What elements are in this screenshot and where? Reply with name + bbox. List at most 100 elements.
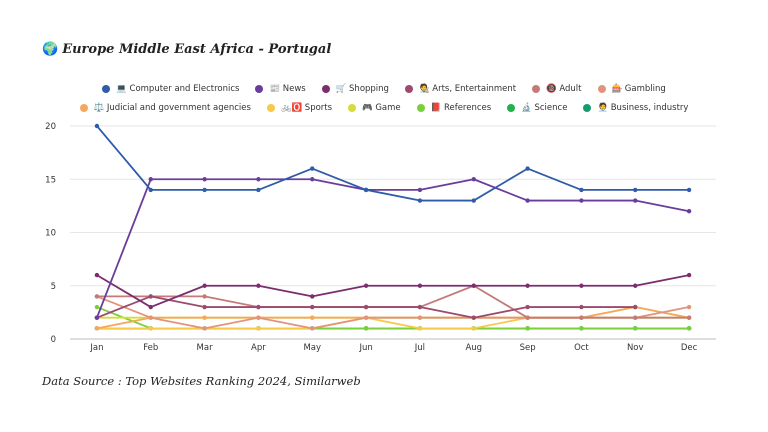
legend-marker (102, 85, 111, 93)
data-point (363, 187, 369, 193)
data-point (633, 304, 638, 310)
legend-label: 🛒 Shopping (335, 84, 389, 94)
data-point (686, 326, 692, 331)
legend-label: 🎰 Gambling (611, 84, 666, 94)
data-point (148, 187, 153, 193)
legend-item[interactable]: 📰 News (255, 84, 306, 94)
data-point (94, 272, 100, 278)
series-line (96, 178, 690, 319)
data-point (256, 326, 261, 331)
data-point (148, 294, 153, 299)
x-tick-label: Jun (358, 343, 372, 353)
legend-label: 🔬 Science (521, 103, 568, 113)
chart-legend: 💻 Computer and Electronics 📰 News 🛒 Shoppi… (40, 84, 728, 113)
data-point (94, 315, 100, 320)
data-point (417, 304, 423, 310)
data-point (94, 123, 100, 129)
data-point (686, 209, 692, 214)
legend-marker (416, 104, 425, 112)
legend-item[interactable]: 🔬 Science (507, 103, 567, 113)
data-point (310, 315, 315, 320)
data-point (148, 177, 153, 182)
legend-marker (597, 85, 606, 93)
x-tick-label: Sep (520, 343, 536, 353)
data-point (363, 304, 369, 310)
legend-marker (507, 104, 516, 112)
x-tick-label: Oct (574, 343, 589, 353)
data-point (525, 304, 530, 310)
legend-item[interactable]: 🎰 Gambling (597, 84, 666, 94)
legend-label: 🔞 Adult (546, 84, 582, 94)
x-tick-label: Jan (89, 343, 103, 353)
data-point (202, 304, 207, 310)
data-point (363, 326, 369, 331)
series-line (96, 274, 690, 308)
y-tick-label: 10 (45, 229, 56, 239)
data-point (256, 177, 261, 182)
legend-marker (255, 85, 264, 93)
data-point (525, 166, 530, 171)
data-point (363, 283, 369, 288)
y-tick-label: 20 (45, 122, 56, 132)
legend-marker (583, 104, 592, 112)
data-point (202, 326, 207, 331)
y-tick-label: 5 (51, 282, 56, 292)
x-tick-label: Mar (197, 343, 214, 353)
data-point (202, 187, 207, 193)
data-point (525, 283, 530, 288)
data-point (686, 187, 692, 193)
data-point (633, 326, 638, 331)
data-point (310, 166, 315, 171)
data-point (471, 283, 476, 288)
data-point (633, 198, 638, 203)
data-point (686, 304, 692, 310)
legend-item[interactable]: 🎮 Game (348, 103, 401, 113)
legend-label: 📕 References (430, 103, 492, 113)
x-tick-label: Apr (251, 343, 266, 353)
data-point (202, 315, 207, 320)
data-point (417, 326, 423, 331)
legend-item[interactable]: 🧑‍🎨 Arts, Entertainment (404, 84, 517, 94)
data-point (471, 326, 476, 331)
legend-item[interactable]: 🧑‍💼 Business, industry (583, 103, 688, 113)
x-tick-label: Dec (681, 343, 698, 353)
series-line (96, 125, 690, 202)
legend-marker (404, 85, 413, 93)
data-source-note: Data Source : Top Websites Ranking 2024,… (42, 374, 361, 388)
globe-icon: 🌍 (42, 42, 59, 57)
data-point (579, 315, 584, 320)
legend-label: 🎮 Game (362, 103, 401, 113)
legend-marker (321, 85, 330, 93)
data-point (256, 304, 261, 310)
legend-marker (348, 104, 357, 112)
legend-item[interactable]: 💻 Computer and Electronics (102, 84, 239, 94)
data-point (471, 315, 476, 320)
legend-label: 💻 Computer and Electronics (116, 84, 240, 94)
data-point (471, 198, 476, 203)
data-point (525, 315, 530, 320)
legend-item[interactable]: ⚖️ Judicial and government agencies (79, 103, 251, 113)
legend-label: ⚖️ Judicial and government agencies (93, 103, 251, 113)
y-tick-label: 15 (45, 175, 56, 185)
data-point (579, 198, 584, 203)
data-point (310, 304, 315, 310)
data-point (202, 283, 207, 288)
data-point (417, 283, 423, 288)
legend-item[interactable]: 🔞 Adult (532, 84, 582, 94)
data-point (417, 187, 423, 193)
chart-title-text: Europe Middle East Africa - Portugal (62, 42, 332, 57)
legend-item[interactable]: 🛒 Shopping (321, 84, 389, 94)
legend-item[interactable]: 📕 References (416, 103, 492, 113)
data-point (148, 315, 153, 320)
legend-item[interactable]: 🚲🅾️ Sports (266, 103, 332, 113)
legend-label: 🧑‍🎨 Arts, Entertainment (418, 84, 517, 94)
x-tick-label: Nov (627, 343, 644, 353)
x-tick-label: May (303, 343, 321, 353)
series-line (96, 284, 690, 319)
data-point (94, 326, 100, 331)
x-tick-label: Feb (143, 343, 158, 353)
x-tick-label: Aug (465, 343, 482, 353)
data-point (94, 294, 100, 299)
data-point (525, 198, 530, 203)
legend-marker (266, 104, 275, 112)
